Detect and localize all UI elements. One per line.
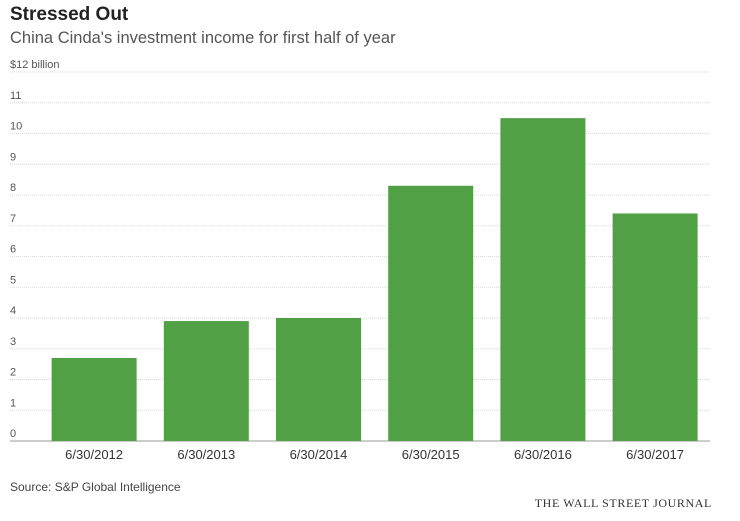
- x-tick-label: 6/30/2017: [626, 447, 684, 462]
- y-tick-label: 5: [10, 274, 16, 286]
- y-tick-label: 9: [10, 151, 16, 163]
- bar-6-30-2015: [388, 185, 474, 441]
- y-tick-label: 0: [10, 428, 16, 440]
- x-axis-labels: 6/30/2012 6/30/2013 6/30/2014 6/30/2015 6/30…: [65, 447, 684, 462]
- x-tick-label: 6/30/2013: [177, 447, 235, 462]
- y-axis-ticks: 0 1 2 3 4 5 6 7 8 9 10 11 $12 billion: [10, 59, 60, 440]
- chart-title: Stressed Out: [10, 4, 129, 25]
- y-tick-label: 8: [10, 182, 16, 194]
- y-tick-label: 6: [10, 244, 16, 256]
- source-note: Source: S&P Global Intelligence: [10, 480, 181, 494]
- y-tick-label: 10: [10, 121, 22, 133]
- y-tick-label: 3: [10, 336, 16, 348]
- y-tick-label: $12 billion: [10, 59, 60, 71]
- bar-6-30-2016: [500, 118, 586, 441]
- x-tick-label: 6/30/2016: [514, 447, 572, 462]
- y-tick-label: 2: [10, 367, 16, 379]
- x-tick-label: 6/30/2015: [402, 447, 460, 462]
- x-tick-label: 6/30/2014: [290, 447, 348, 462]
- y-tick-label: 11: [10, 90, 21, 102]
- y-tick-label: 4: [10, 305, 16, 317]
- bar-6-30-2013: [163, 321, 249, 441]
- bar-6-30-2017: [612, 213, 698, 441]
- y-tick-label: 7: [10, 213, 16, 225]
- publisher-logo-text: THE WALL STREET JOURNAL: [534, 496, 712, 510]
- bars: [51, 118, 698, 441]
- bar-6-30-2012: [51, 357, 137, 441]
- bar-6-30-2014: [276, 318, 361, 441]
- chart-subtitle: China Cinda's investment income for firs…: [10, 29, 396, 47]
- y-tick-label: 1: [10, 397, 16, 409]
- x-tick-label: 6/30/2012: [65, 447, 123, 462]
